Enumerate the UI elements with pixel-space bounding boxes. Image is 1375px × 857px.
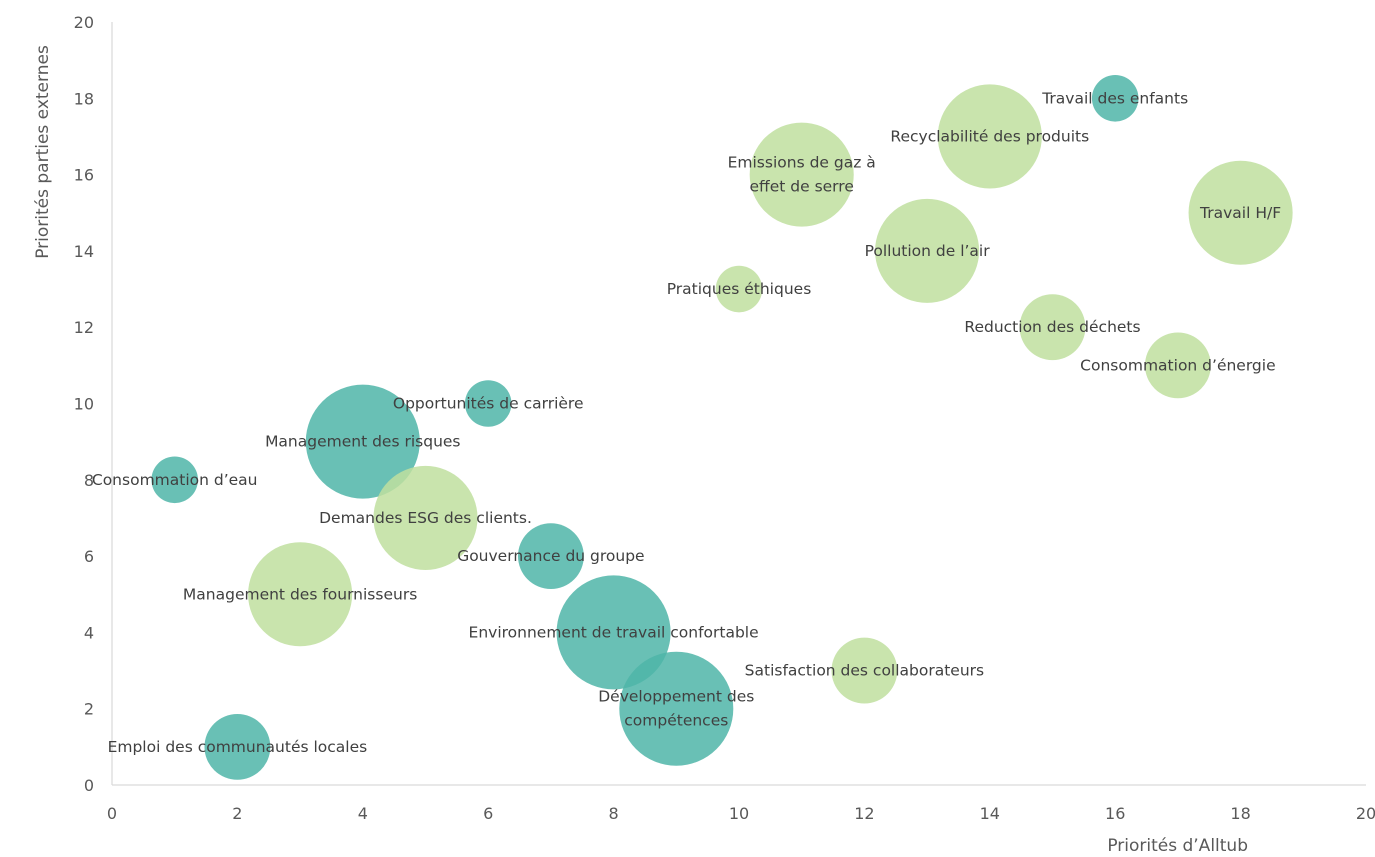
y-tick-label: 2: [84, 700, 94, 719]
x-tick-label: 20: [1356, 804, 1375, 823]
y-tick-label: 6: [84, 547, 94, 566]
bubble: [1188, 160, 1293, 265]
bubble-label: Satisfaction des collaborateurs: [745, 662, 984, 680]
bubble: [151, 456, 198, 504]
bubble-label: Management des risques: [265, 433, 460, 451]
bubble-label: Consommation d’énergie: [1080, 356, 1275, 374]
bubble-label: Développement des compétences: [598, 688, 754, 730]
bubble: [619, 651, 734, 766]
bubble: [1144, 332, 1211, 399]
bubble-label: Travail des enfants: [1041, 89, 1188, 107]
y-tick-label: 12: [74, 318, 94, 337]
x-tick-label: 0: [107, 804, 117, 823]
bubbles: [151, 75, 1293, 780]
x-axis-title: Priorités d’Alltub: [1107, 836, 1248, 856]
bubble: [248, 542, 353, 647]
bubble-label: Opportunités de carrière: [393, 395, 584, 413]
bubble: [373, 465, 478, 570]
y-tick-label: 0: [84, 776, 94, 795]
bubble-label: Management des fournisseurs: [183, 585, 417, 603]
y-tick-label: 20: [74, 13, 94, 32]
bubble: [1019, 294, 1086, 361]
y-tick-labels: 0 2 4 6 8 10 12 14 16 18 20: [74, 13, 94, 795]
bubble: [464, 380, 512, 427]
bubble-label: Gouvernance du groupe: [457, 547, 644, 565]
bubble: [749, 122, 854, 227]
x-tick-labels: 0 2 4 6 8 10 12 14 16 18 20: [107, 804, 1375, 823]
bubble-labels: Consommation d’eau Emploi des communautés…: [92, 89, 1281, 756]
bubble-label: Emissions de gaz à effet de serre: [728, 154, 876, 196]
bubble: [204, 713, 271, 780]
bubble: [715, 265, 763, 313]
x-tick-label: 14: [980, 804, 1000, 823]
bubble: [1091, 75, 1139, 122]
bubble-label: Recyclabilité des produits: [890, 127, 1089, 145]
bubble-label: Environnement de travail confortable: [469, 623, 759, 641]
bubble: [305, 384, 420, 499]
bubble: [831, 637, 898, 704]
bubble-label: Consommation d’eau: [92, 471, 258, 489]
bubble: [517, 523, 584, 590]
bubble-label: Pratiques éthiques: [667, 280, 812, 298]
y-axis-title: Priorités parties externes: [33, 45, 53, 259]
bubble: [875, 198, 980, 303]
bubble: [556, 575, 671, 690]
bubble: [937, 84, 1042, 189]
x-tick-label: 4: [358, 804, 368, 823]
y-tick-label: 14: [74, 242, 94, 261]
x-tick-label: 8: [609, 804, 619, 823]
x-tick-label: 6: [483, 804, 493, 823]
y-tick-label: 4: [84, 623, 94, 642]
x-tick-label: 10: [729, 804, 749, 823]
bubble-label: Demandes ESG des clients.: [319, 509, 532, 527]
y-tick-label: 18: [74, 89, 94, 108]
x-tick-label: 12: [854, 804, 874, 823]
x-tick-label: 16: [1105, 804, 1125, 823]
bubble-label: Travail H/F: [1199, 204, 1281, 222]
x-tick-label: 18: [1230, 804, 1250, 823]
x-tick-label: 2: [232, 804, 242, 823]
y-tick-label: 16: [74, 166, 94, 185]
bubble-label: Reduction des déchets: [964, 318, 1140, 336]
y-tick-label: 10: [74, 395, 94, 414]
bubble-label: Emploi des communautés locales: [108, 738, 368, 756]
y-tick-label: 8: [84, 471, 94, 490]
bubble-label: Pollution de l’air: [865, 242, 991, 260]
